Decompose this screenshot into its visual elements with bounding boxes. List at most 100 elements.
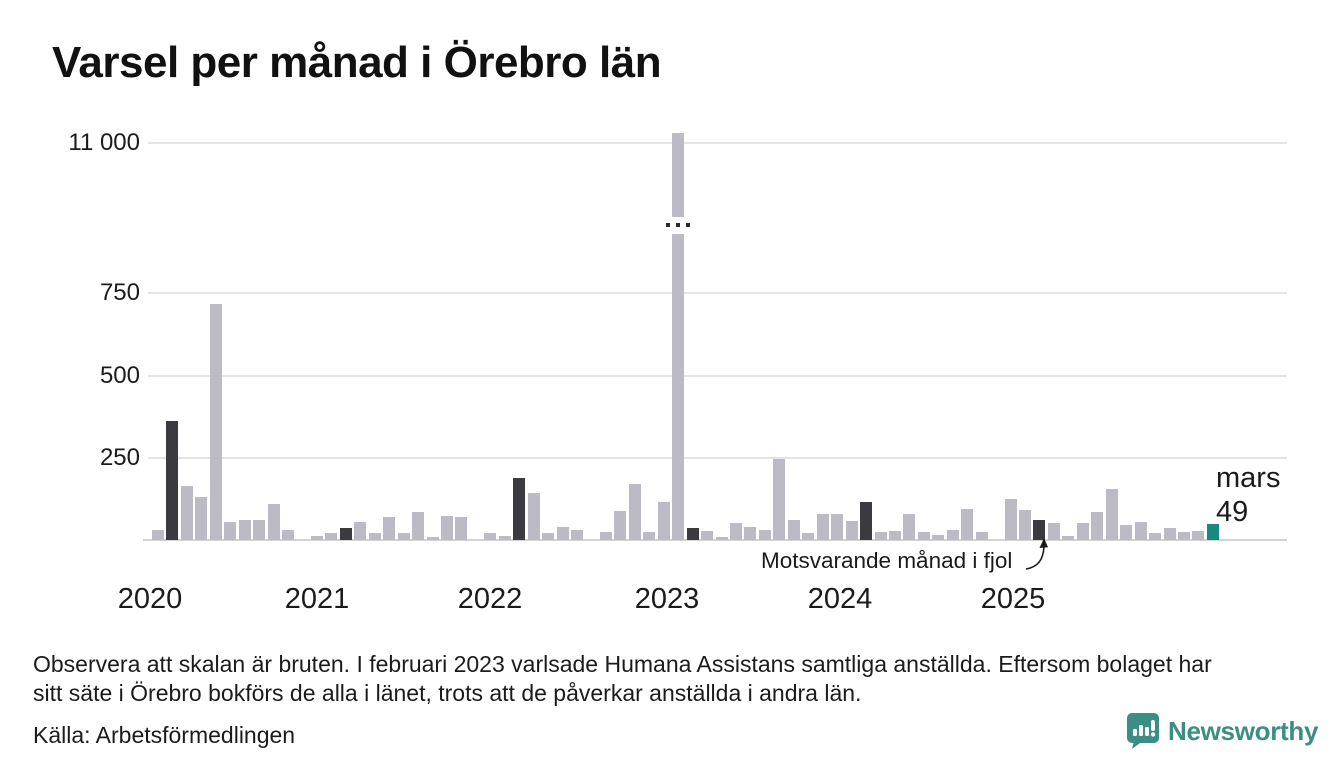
bar [1192, 531, 1205, 540]
bar [1105, 489, 1118, 540]
bar [961, 509, 974, 540]
scale-break-dot [666, 223, 671, 227]
bar [643, 532, 656, 540]
prev-year-annotation: Motsvarande månad i fjol [761, 548, 1013, 573]
bar [715, 537, 728, 540]
bar [932, 535, 945, 540]
bar [310, 536, 323, 540]
bar [1163, 528, 1176, 540]
footnote-line1: Observera att skalan är bruten. I februa… [33, 651, 1212, 677]
y-tick-label: 750 [99, 279, 140, 306]
bar [903, 514, 916, 540]
bar [773, 459, 786, 540]
bar-same-month-previous-year [166, 421, 179, 540]
bar [498, 536, 511, 540]
latest-month-value: 49 [1216, 496, 1249, 528]
bar [917, 532, 930, 540]
bar [152, 530, 164, 540]
x-year-label: 2020 [117, 583, 183, 615]
bar-same-month-previous-year [513, 478, 526, 540]
bar [730, 523, 742, 540]
bar [874, 532, 887, 540]
y-tick-label: 11 000 [68, 129, 140, 156]
annotation-arrow-icon [1025, 538, 1048, 570]
scale-break-dot [676, 223, 681, 227]
gridline-500 [148, 375, 1287, 377]
bar [758, 530, 771, 540]
bar [238, 520, 251, 540]
bar [1047, 523, 1060, 540]
axis-baseline [143, 539, 1287, 541]
bar [888, 531, 901, 540]
bar [599, 532, 612, 540]
bar [455, 517, 468, 540]
bar [368, 533, 381, 540]
bar-same-month-previous-year [1033, 520, 1046, 540]
bar [412, 512, 425, 540]
bar-latest-month [1206, 524, 1219, 540]
bar [267, 504, 280, 540]
bar [1019, 510, 1031, 540]
bar [744, 527, 757, 540]
bar [397, 533, 410, 540]
bar-same-month-previous-year [339, 528, 352, 540]
bar [628, 484, 641, 540]
bar [975, 532, 988, 540]
bar [180, 486, 193, 540]
latest-month-name: mars [1216, 462, 1281, 494]
x-year-label: 2024 [807, 583, 873, 615]
bar [484, 533, 497, 540]
bar [354, 522, 367, 540]
plot-area [148, 125, 1287, 540]
bar [209, 304, 222, 540]
bar [195, 497, 208, 540]
bar-broken-scale [672, 133, 685, 540]
y-tick-label: 500 [99, 362, 140, 389]
newsworthy-branding: Newsworthy [1126, 712, 1318, 750]
bar [946, 530, 959, 540]
bar [1178, 532, 1190, 540]
bar [1091, 512, 1104, 540]
chart-title: Varsel per månad i Örebro län [52, 38, 662, 87]
bar [571, 530, 583, 540]
x-year-label: 2023 [634, 583, 700, 615]
footnote-line2: sitt säte i Örebro bokförs de alla i län… [33, 680, 862, 706]
bar [614, 511, 627, 540]
bar [224, 522, 237, 540]
bar [441, 516, 453, 540]
x-year-label: 2025 [980, 583, 1046, 615]
bar [816, 514, 829, 540]
bar [802, 533, 815, 540]
source-credit: Källa: Arbetsförmedlingen [33, 722, 296, 748]
bar [253, 520, 266, 540]
bar [1062, 536, 1075, 540]
scale-break-dot [686, 223, 691, 227]
bar [426, 537, 439, 540]
newsworthy-logo-text: Newsworthy [1168, 715, 1319, 746]
bar [1120, 525, 1133, 540]
footnote: Observera att skalan är bruten. I februa… [33, 650, 1328, 708]
bar-same-month-previous-year [860, 502, 872, 540]
x-year-label: 2021 [284, 583, 350, 615]
latest-month-label: mars 49 [1216, 461, 1280, 529]
bar [831, 514, 844, 540]
newsworthy-logo-icon [1127, 713, 1159, 749]
bar [1149, 533, 1161, 540]
bar-same-month-previous-year [686, 528, 699, 540]
bar [701, 531, 714, 540]
bar [1134, 522, 1147, 540]
bar [527, 493, 540, 540]
bar [556, 527, 569, 540]
gridline-250 [148, 457, 1287, 459]
x-year-label: 2022 [457, 583, 523, 615]
bar [325, 533, 338, 540]
bar [845, 521, 858, 540]
bar [1004, 499, 1017, 540]
gridline-750 [148, 292, 1287, 294]
bar [657, 502, 670, 540]
bar [282, 530, 294, 540]
bar [542, 533, 555, 540]
bar [383, 517, 396, 540]
bar [1076, 523, 1089, 540]
